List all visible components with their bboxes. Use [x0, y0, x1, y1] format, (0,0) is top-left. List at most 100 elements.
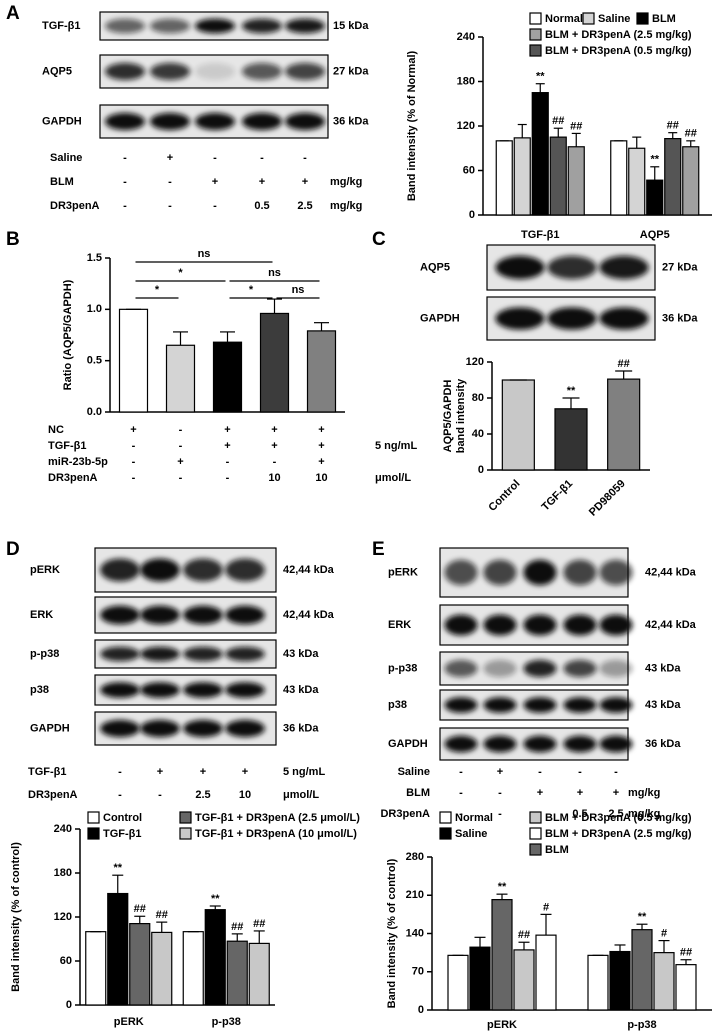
treatment-cell: -	[273, 456, 277, 468]
blot-band	[523, 614, 557, 636]
y-axis-label: AQP5/GAPDH	[442, 380, 454, 453]
blot-band	[140, 558, 180, 582]
legend-swatch	[529, 44, 542, 57]
treatment-cell: -	[498, 808, 502, 820]
blot-band	[100, 682, 140, 698]
treatment-cell: -	[614, 766, 618, 778]
legend-label: TGF-β1 + DR3penA (2.5 μmol/L)	[195, 812, 360, 824]
treatment-label: BLM	[406, 787, 430, 799]
blot-label: p-p38	[388, 662, 417, 674]
blot-band	[183, 605, 223, 625]
blot-band	[100, 719, 140, 738]
treatment-unit: μmol/L	[375, 472, 411, 484]
bar	[182, 931, 204, 1006]
blot-band	[284, 112, 326, 131]
bar	[151, 931, 173, 1006]
legend-swatch	[636, 12, 649, 25]
treatment-unit: μmol/L	[283, 789, 319, 801]
blot-band	[183, 646, 223, 662]
bar	[306, 330, 337, 413]
blot-band	[241, 112, 283, 131]
treatment-unit: 5 ng/mL	[283, 766, 325, 778]
blot-size: 43 kDa	[645, 699, 681, 711]
legend-swatch	[439, 827, 452, 840]
blot-size: 36 kDa	[645, 738, 681, 750]
treatment-cell: -	[303, 152, 307, 164]
comparison-label: ns	[268, 267, 281, 279]
panel-letter: E	[372, 539, 385, 560]
blot-band	[284, 62, 326, 81]
significance: **	[638, 911, 647, 923]
bar	[628, 147, 646, 216]
blot-band	[495, 307, 545, 330]
y-tick-label: 0.0	[87, 406, 102, 418]
treatment-cell: -	[459, 808, 463, 820]
significance: ##	[680, 947, 692, 959]
legend-swatch	[582, 12, 595, 25]
blot-band	[523, 735, 557, 753]
x-tick-label: pERK	[114, 1016, 144, 1028]
treatment-label: DR3penA	[50, 200, 100, 212]
blot-label: p38	[30, 684, 49, 696]
blot-band	[100, 646, 140, 662]
blot-band	[444, 559, 478, 586]
treatment-cell: -	[459, 766, 463, 778]
treatment-cell: -	[168, 200, 172, 212]
significance: ##	[552, 115, 564, 127]
blot-band	[241, 62, 283, 81]
legend-swatch	[529, 28, 542, 41]
treatment-cell: 0.5	[572, 808, 587, 820]
treatment-cell: +	[271, 424, 277, 436]
bar	[567, 146, 585, 216]
x-tick-label: AQP5	[640, 229, 670, 241]
comparison-label: *	[178, 267, 183, 279]
legend-label: BLM + DR3penA (0.5 mg/kg)	[545, 812, 692, 824]
blot-band	[599, 697, 633, 713]
bar	[447, 954, 469, 1011]
bar	[609, 950, 631, 1011]
blot-label: TGF-β1	[42, 20, 81, 32]
bar	[646, 179, 664, 216]
y-axis-label: Band intensity (% of control)	[386, 858, 398, 1008]
legend-swatch	[179, 827, 192, 840]
treatment-cell: 2.5	[297, 200, 312, 212]
blot-band	[483, 697, 517, 713]
treatment-unit: mg/kg	[628, 787, 660, 799]
blot-band	[100, 558, 140, 582]
blot-band	[149, 62, 191, 81]
y-tick-label: 40	[472, 428, 484, 440]
blot-size: 43 kDa	[283, 648, 319, 660]
blot-label: p38	[388, 699, 407, 711]
legend-swatch	[529, 827, 542, 840]
blot-band	[140, 646, 180, 662]
x-tick-label: p-p38	[627, 1019, 656, 1031]
blot-band	[523, 659, 557, 678]
treatment-cell: +	[271, 440, 277, 452]
blot-band	[225, 646, 265, 662]
legend-label: Saline	[598, 13, 630, 25]
treatment-cell: +	[497, 766, 503, 778]
y-tick-label: 0	[418, 1004, 424, 1016]
blot-band	[563, 697, 597, 713]
y-tick-label: 60	[60, 955, 72, 967]
x-tick-label: p-p38	[212, 1016, 241, 1028]
treatment-unit: mg/kg	[330, 176, 362, 188]
y-tick-label: 120	[466, 356, 484, 368]
y-tick-label: 1.5	[87, 252, 102, 264]
treatment-cell: -	[226, 456, 230, 468]
bar	[531, 92, 549, 216]
blot-band	[599, 659, 633, 678]
bar	[107, 892, 129, 1006]
blot-band	[225, 558, 265, 582]
blot-label: ERK	[30, 609, 53, 621]
legend-swatch	[529, 12, 542, 25]
treatment-cell: -	[118, 789, 122, 801]
panel-letter: B	[6, 229, 20, 250]
blot-band	[444, 697, 478, 713]
x-tick-label: pERK	[487, 1019, 517, 1031]
blot-band	[599, 307, 649, 330]
blot-label: p-p38	[30, 648, 59, 660]
treatment-cell: -	[123, 200, 127, 212]
blot-label: pERK	[388, 566, 418, 578]
